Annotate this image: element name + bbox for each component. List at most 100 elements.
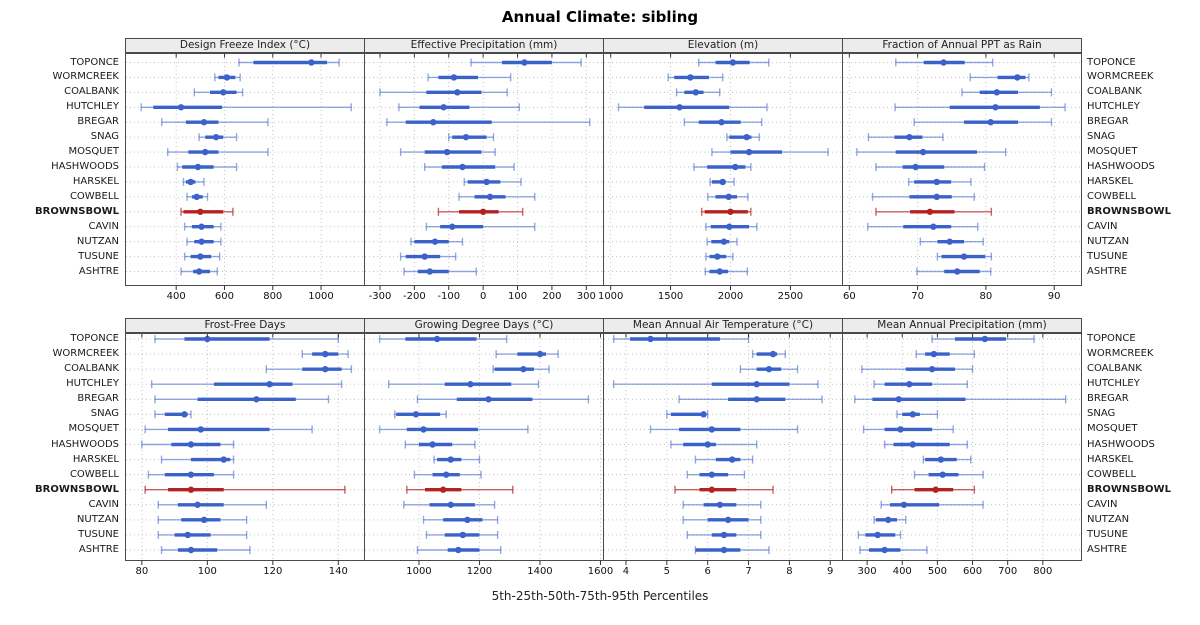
- site-label-right-mosquet: MOSQUET: [1087, 146, 1138, 158]
- percentile-bar-cavin: [880, 500, 984, 509]
- percentile-bar-hutchley: [140, 103, 352, 112]
- site-label-left-ashtre: ASHTRE: [78, 265, 119, 277]
- percentile-bar-harskel: [694, 455, 754, 464]
- site-label-left-nutzan: NUTZAN: [76, 513, 119, 525]
- site-label-left-coalbank: COALBANK: [64, 86, 119, 98]
- percentile-bar-cowbell: [413, 470, 482, 479]
- percentile-bar-tusune: [705, 252, 734, 261]
- percentile-bar-nutzan: [157, 515, 248, 524]
- x-tick-label: 100: [507, 291, 528, 302]
- x-tick-label: 7: [745, 566, 752, 577]
- percentile-bar-coalbank: [193, 88, 244, 97]
- percentile-caption: 5th-25th-50th-75th-95th Percentiles: [491, 589, 709, 603]
- site-label-right-nutzan: NUTZAN: [1087, 235, 1130, 247]
- percentile-bar-brownsbowl: [891, 485, 976, 494]
- x-tick-label: 5: [663, 566, 670, 577]
- percentile-bar-toponce: [895, 58, 994, 67]
- percentile-bar-bregar: [854, 395, 1067, 404]
- percentile-bar-cowbell: [458, 192, 536, 201]
- x-tick-label: 60: [842, 291, 856, 302]
- percentile-bar-toponce: [613, 335, 750, 343]
- x-tick-label: 400: [166, 291, 186, 302]
- percentile-bar-snag: [867, 133, 944, 142]
- percentile-bar-nutzan: [186, 237, 222, 246]
- x-tick-label: 100: [197, 566, 217, 577]
- percentile-bar-mosquet: [862, 425, 954, 434]
- percentile-bar-cavin: [403, 500, 496, 509]
- percentile-bar-hashwoods: [141, 440, 235, 449]
- site-label-right-toponce: TOPONCE: [1087, 56, 1136, 68]
- percentile-bar-mosquet: [399, 148, 496, 157]
- site-label-right-bregar: BREGAR: [1087, 116, 1129, 128]
- site-label-left-brownsbowl: BROWNSBOWL: [35, 483, 119, 495]
- percentile-bar-wormcreek: [427, 73, 512, 82]
- site-label-right-coalbank: COALBANK: [1087, 86, 1142, 98]
- x-tick-label: 300: [857, 566, 877, 577]
- percentile-bar-wormcreek: [969, 73, 1030, 82]
- x-tick-label: 1000: [597, 291, 624, 302]
- panel-plot-fraction-of-annual-ppt-as-rain: [842, 53, 1082, 290]
- site-label-right-tusune: TUSUNE: [1087, 250, 1128, 262]
- percentile-bar-bregar: [154, 395, 330, 404]
- site-label-right-snag: SNAG: [1087, 131, 1116, 143]
- percentile-bar-hashwoods: [883, 440, 968, 449]
- percentile-bar-ashtre: [403, 267, 477, 276]
- site-label-right-mosquet: MOSQUET: [1087, 423, 1138, 435]
- site-label-right-bregar: BREGAR: [1087, 393, 1129, 405]
- x-tick-label: 90: [1047, 291, 1061, 302]
- percentile-bar-ashtre: [180, 267, 218, 276]
- percentile-bar-mosquet: [856, 148, 1007, 157]
- site-label-left-tusune: TUSUNE: [78, 250, 119, 262]
- percentile-bar-hutchley: [398, 103, 520, 112]
- x-tick-label: 0: [479, 291, 487, 302]
- percentile-bar-nutzan: [410, 237, 464, 246]
- percentile-bar-tusune: [399, 252, 457, 261]
- site-label-left-coalbank: COALBANK: [64, 363, 119, 375]
- site-label-left-cavin: CAVIN: [88, 498, 119, 510]
- x-tick-label: 600: [962, 566, 983, 577]
- x-tick-label: 2500: [777, 291, 804, 302]
- site-label-right-tusune: TUSUNE: [1087, 528, 1128, 540]
- percentile-bar-tusune: [157, 530, 248, 539]
- site-label-left-mosquet: MOSQUET: [68, 146, 119, 158]
- x-tick-label: 1000: [406, 566, 432, 577]
- percentile-bar-mosquet: [649, 425, 799, 434]
- site-label-left-cowbell: COWBELL: [69, 190, 119, 202]
- percentile-bar-ashtre: [916, 267, 992, 276]
- percentile-bar-toponce: [378, 335, 508, 343]
- percentile-bar-wormcreek: [751, 350, 787, 359]
- percentile-bar-wormcreek: [915, 350, 976, 359]
- site-label-right-cowbell: COWBELL: [1087, 190, 1137, 202]
- panel-plot-mean-annual-air-temperature-c: [603, 333, 843, 565]
- percentile-bar-cavin: [183, 222, 222, 231]
- percentile-bar-nutzan: [706, 237, 738, 246]
- site-label-left-snag: SNAG: [90, 408, 119, 420]
- panel-header-effective-precipitation-mm: Effective Precipitation (mm): [364, 38, 604, 53]
- percentile-bar-cowbell: [147, 470, 235, 479]
- panel-header-mean-annual-precipitation-mm: Mean Annual Precipitation (mm): [842, 318, 1082, 333]
- site-label-left-toponce: TOPONCE: [70, 333, 119, 344]
- x-tick-label: -100: [437, 291, 461, 302]
- percentile-bar-toponce: [154, 335, 340, 343]
- percentile-bar-harskel: [433, 455, 481, 464]
- panel-plot-growing-degree-days-c: [364, 333, 604, 565]
- percentile-bar-snag: [394, 410, 447, 419]
- site-label-left-bregar: BREGAR: [77, 393, 119, 405]
- percentile-bar-harskel: [160, 455, 235, 464]
- x-tick-label: 80: [135, 566, 149, 577]
- percentile-bar-mosquet: [711, 148, 829, 157]
- site-label-right-brownsbowl: BROWNSBOWL: [1087, 483, 1171, 495]
- percentile-bar-wormcreek: [214, 73, 241, 82]
- site-label-right-toponce: TOPONCE: [1087, 333, 1136, 344]
- percentile-bar-harskel: [182, 177, 205, 186]
- site-label-right-snag: SNAG: [1087, 408, 1116, 420]
- x-tick-label: 140: [328, 566, 348, 577]
- percentile-bar-coalbank: [961, 88, 1053, 97]
- x-tick-label: 80: [979, 291, 993, 302]
- percentile-bar-ashtre: [859, 546, 928, 554]
- percentile-bar-mosquet: [167, 148, 269, 157]
- percentile-bar-bregar: [678, 395, 823, 404]
- panel-header-growing-degree-days-c: Growing Degree Days (°C): [364, 318, 604, 333]
- site-label-right-cavin: CAVIN: [1087, 220, 1118, 232]
